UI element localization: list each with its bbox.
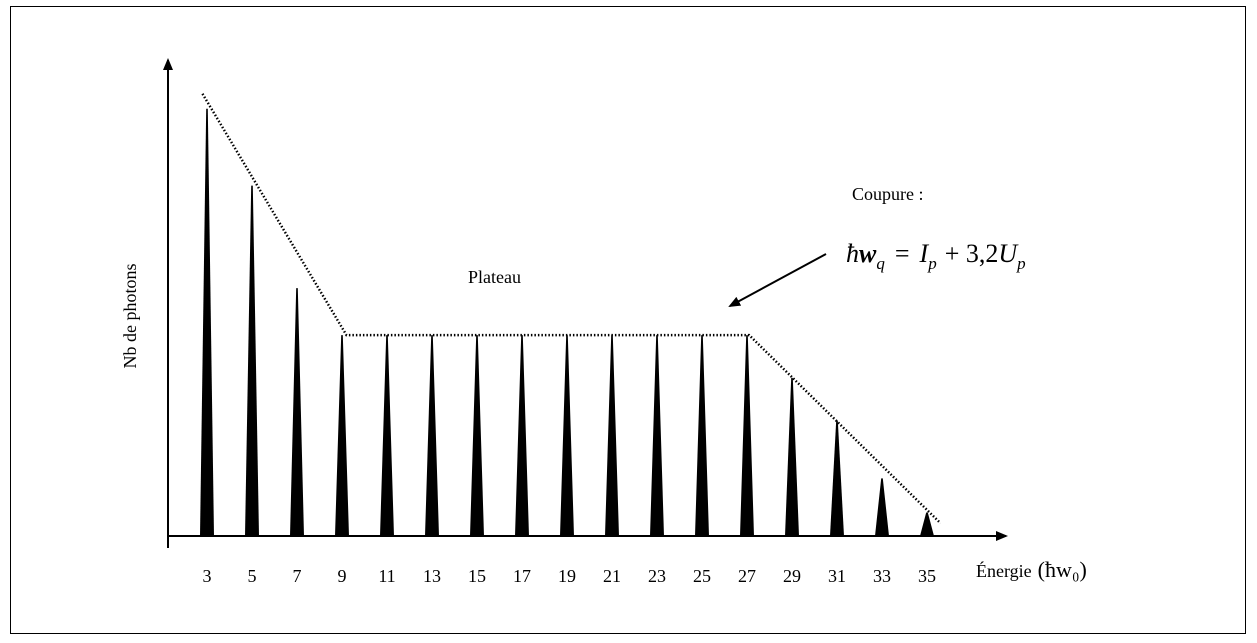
- tick-label-group: 3 5 7 9 11 13 15 17 19 21 23 25 27 29 31 33 35: [203, 566, 937, 586]
- harmonic-peak-29: [785, 377, 799, 536]
- x-tick-label-7: 7: [293, 566, 302, 586]
- x-tick-label-17: 17: [513, 566, 531, 586]
- figure-frame: [10, 6, 1246, 634]
- harmonic-peak-27: [740, 335, 754, 536]
- x-tick-label-3: 3: [203, 566, 212, 586]
- y-axis-label: Nb de photons: [120, 264, 140, 369]
- x-axis-label: Énergie (ħw₀): [976, 557, 1087, 582]
- harmonic-peak-17: [515, 335, 529, 536]
- x-tick-label-15: 15: [468, 566, 486, 586]
- harmonic-peak-7: [290, 288, 304, 536]
- harmonic-peak-25: [695, 335, 709, 536]
- x-tick-label-31: 31: [828, 566, 846, 586]
- x-tick-label-23: 23: [648, 566, 666, 586]
- cutoff-formula: ħwq = Ip + 3,2Up: [846, 239, 1026, 273]
- x-tick-label-19: 19: [558, 566, 576, 586]
- x-tick-label-27: 27: [738, 566, 756, 586]
- harmonic-peak-31: [830, 420, 844, 536]
- harmonic-peak-33: [875, 478, 889, 536]
- x-tick-label-35: 35: [918, 566, 936, 586]
- x-tick-label-29: 29: [783, 566, 801, 586]
- envelope-dotted-line: [201, 93, 942, 525]
- x-axis-unit: (ħw₀): [1038, 557, 1087, 582]
- harmonic-peak-5: [245, 185, 259, 537]
- bar-group: [200, 108, 934, 537]
- plateau-label: Plateau: [468, 267, 521, 287]
- x-tick-label-11: 11: [378, 566, 395, 586]
- x-tick-label-5: 5: [248, 566, 257, 586]
- x-tick-label-13: 13: [423, 566, 441, 586]
- x-tick-label-21: 21: [603, 566, 621, 586]
- x-tick-label-25: 25: [693, 566, 711, 586]
- harmonic-peak-21: [605, 335, 619, 536]
- harmonic-peak-9: [335, 335, 349, 536]
- x-tick-label-33: 33: [873, 566, 891, 586]
- x-tick-label-9: 9: [338, 566, 347, 586]
- harmonic-peak-35: [920, 512, 934, 536]
- harmonic-peak-23: [650, 335, 664, 536]
- harmonic-peak-15: [470, 335, 484, 536]
- harmonic-peak-19: [560, 335, 574, 536]
- cutoff-arrow: [728, 253, 827, 307]
- harmonic-peak-3: [200, 108, 214, 537]
- harmonic-peak-11: [380, 335, 394, 536]
- cutoff-title: Coupure :: [852, 184, 924, 204]
- harmonic-peak-13: [425, 335, 439, 536]
- x-axis-label-text: Énergie: [976, 560, 1032, 581]
